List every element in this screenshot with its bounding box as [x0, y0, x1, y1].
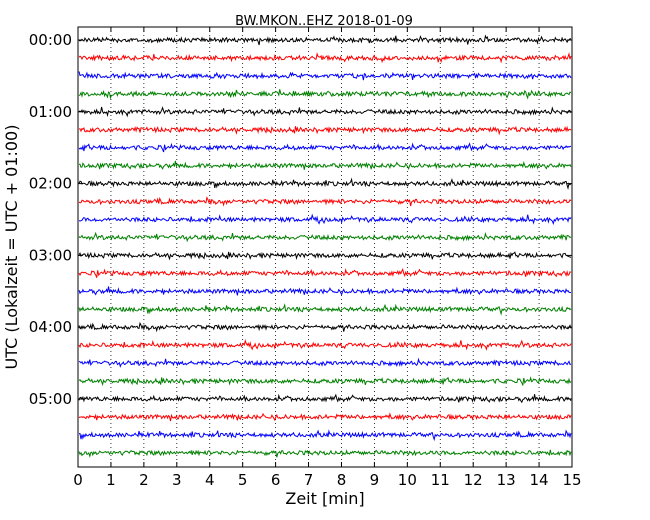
- trace-line: [79, 429, 572, 442]
- y-axis-ticks: 00:00 01:00 02:00 03:00 04:00 05:00: [29, 31, 572, 408]
- trace-line: [78, 71, 572, 81]
- trace-line: [78, 177, 572, 191]
- y-tick-label: 05:00: [29, 390, 72, 408]
- trace-line: [78, 393, 572, 404]
- trace-line: [78, 449, 572, 458]
- trace-line: [78, 251, 572, 261]
- y-tick-label: 00:00: [29, 31, 72, 49]
- x-tick-label: 5: [238, 471, 248, 489]
- x-tick-label: 6: [271, 471, 281, 489]
- x-tick-label: 2: [139, 471, 149, 489]
- x-tick-label: 13: [497, 471, 516, 489]
- y-tick-label: 01:00: [29, 103, 72, 121]
- trace-line: [78, 125, 572, 136]
- x-tick-label: 12: [464, 471, 483, 489]
- grid-lines: [110, 27, 540, 467]
- x-tick-label: 9: [370, 471, 380, 489]
- x-tick-label: 4: [205, 471, 215, 489]
- x-axis-label: Zeit [min]: [285, 489, 364, 508]
- trace-line: [79, 160, 572, 170]
- plot-frame: [77, 26, 573, 468]
- trace-line: [78, 267, 572, 278]
- trace-line: [78, 106, 572, 118]
- x-axis-ticks: 0 1 2 3 4 5 6 7 8 9 10 11 12 13 14 15: [73, 27, 582, 489]
- trace-line: [78, 412, 572, 422]
- y-tick-label: 04:00: [29, 318, 72, 336]
- x-tick-label: 1: [106, 471, 116, 489]
- x-tick-label: 3: [172, 471, 182, 489]
- trace-line: [78, 142, 571, 153]
- x-tick-label: 15: [562, 471, 581, 489]
- seismic-traces: [78, 34, 572, 458]
- x-tick-label: 10: [398, 471, 417, 489]
- x-tick-label: 14: [530, 471, 549, 489]
- x-tick-label: 7: [304, 471, 314, 489]
- trace-line: [78, 213, 572, 226]
- trace-line: [78, 196, 572, 207]
- y-axis-label: UTC (Lokalzeit = UTC + 01:00): [2, 125, 21, 370]
- trace-line: [78, 357, 572, 368]
- trace-line: [78, 51, 572, 64]
- chart-title: BW.MKON..EHZ 2018-01-09: [235, 14, 413, 29]
- trace-line: [78, 286, 571, 296]
- x-tick-label: 0: [73, 471, 83, 489]
- y-tick-label: 03:00: [29, 246, 72, 264]
- trace-line: [78, 231, 572, 243]
- trace-line: [78, 89, 572, 100]
- trace-line: [78, 339, 572, 351]
- x-tick-label: 8: [337, 471, 347, 489]
- trace-line: [78, 303, 572, 316]
- y-tick-label: 02:00: [29, 175, 72, 193]
- x-tick-label: 11: [431, 471, 450, 489]
- trace-line: [78, 321, 572, 333]
- trace-line: [78, 34, 572, 46]
- trace-line: [78, 376, 572, 387]
